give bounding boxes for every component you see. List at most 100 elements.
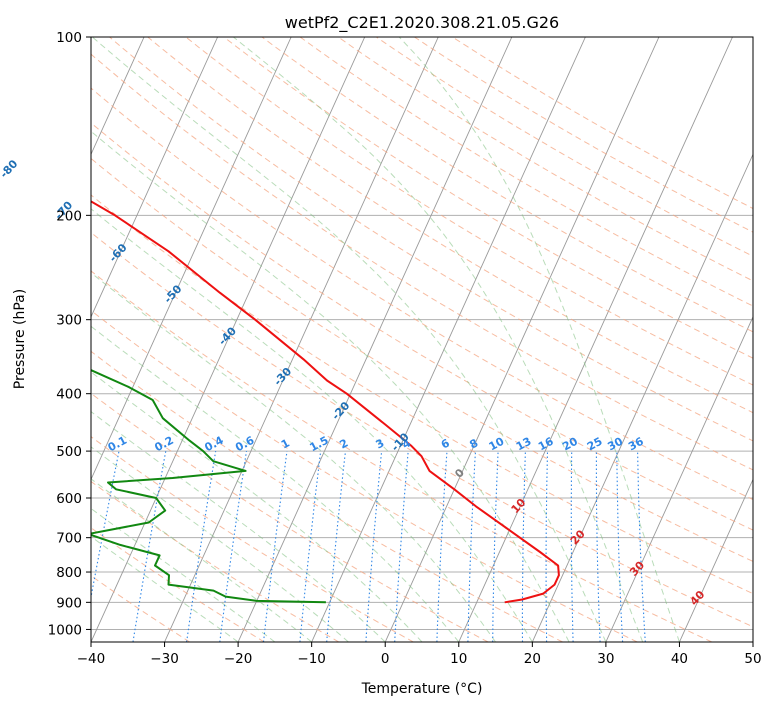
x-tick-label: −40 <box>77 651 106 667</box>
moist-adiabat-line <box>91 272 497 642</box>
y-axis-label: Pressure (hPa) <box>12 289 28 389</box>
moist-adiabat-line <box>91 208 533 642</box>
mixing-ratio-line <box>299 451 322 642</box>
mixing-ratio-line <box>545 451 549 642</box>
isotherm-line <box>0 37 71 642</box>
mixing-ratio-label: 6 <box>439 436 452 451</box>
moist-adiabat-line <box>91 130 570 642</box>
dry-adiabat-line <box>91 480 340 642</box>
mixing-ratio-label: 20 <box>560 435 580 454</box>
profile-lines <box>91 200 560 604</box>
isotherm-line <box>679 478 753 642</box>
isotherm-label: -50 <box>161 282 184 306</box>
y-tick-label: 300 <box>56 313 82 329</box>
y-tick-label: 400 <box>56 387 82 403</box>
mixing-ratio-label: 16 <box>536 435 556 454</box>
x-tick-label: 0 <box>381 651 390 667</box>
mixing-ratio-label: 36 <box>626 435 646 454</box>
isotherm-line <box>237 37 513 642</box>
y-tick-label: 1000 <box>48 622 82 638</box>
mixing-ratio-label: 3 <box>374 436 387 451</box>
mixing-ratio-line <box>365 451 383 642</box>
dry-adiabat-line <box>91 392 489 642</box>
mixing-ratio-line <box>570 451 574 642</box>
x-tick-label: −10 <box>297 651 326 667</box>
x-tick-label: −20 <box>224 651 253 667</box>
x-tick-label: 30 <box>597 651 614 667</box>
x-tick-label: 40 <box>671 651 688 667</box>
moist-adiabat-line <box>91 535 239 642</box>
isotherm-line <box>91 37 145 156</box>
isotherm-label: -40 <box>216 324 239 348</box>
isotherm-label: 40 <box>687 588 707 608</box>
dry-adiabat-line <box>91 231 753 628</box>
moist-adiabat-line <box>91 478 313 642</box>
mixing-ratio-line <box>262 451 288 642</box>
isotherm-label: -10 <box>389 430 412 454</box>
dry-adiabat-line <box>91 575 190 642</box>
mixing-ratio-line <box>637 451 646 642</box>
isotherm-label: -60 <box>107 241 130 265</box>
mixing-ratio-line <box>394 451 409 642</box>
dry-adiabat-line <box>91 122 753 531</box>
y-tick-label: 900 <box>56 595 82 611</box>
mixing-ratio-line <box>132 450 167 642</box>
background-lines <box>0 37 753 642</box>
isotherm-label: -30 <box>271 365 294 389</box>
mixing-ratio-label: 13 <box>514 435 534 454</box>
moist-adiabat-line <box>92 37 607 642</box>
isotherm-label: -80 <box>0 157 21 181</box>
mixing-ratio-line <box>219 451 248 642</box>
moist-adiabat-line <box>91 371 423 642</box>
x-tick-label: 50 <box>744 651 761 667</box>
dry-adiabat-line <box>91 436 414 642</box>
dewpoint-line <box>91 369 326 604</box>
dry-adiabat-line <box>261 37 753 333</box>
isotherm-line <box>91 37 292 481</box>
dry-adiabat-line <box>91 350 563 642</box>
dry-adiabat-line <box>337 37 753 282</box>
line-labels: 0.10.20.40.611.52346810131620253036-100-… <box>0 157 708 608</box>
dry-adiabat-line <box>91 194 753 595</box>
moist-adiabat-line <box>398 37 680 642</box>
x-tick-label: 20 <box>524 651 541 667</box>
isotherm-line <box>91 37 219 318</box>
moist-adiabat-line <box>233 37 644 642</box>
dry-adiabat-line <box>91 87 753 501</box>
x-tick-label: 10 <box>450 651 467 667</box>
mixing-ratio-line <box>326 451 347 642</box>
x-tick-label: −30 <box>150 651 179 667</box>
dry-adiabat-line <box>91 157 753 562</box>
y-tick-label: 200 <box>56 208 82 224</box>
dry-adiabat-line <box>91 270 713 642</box>
dry-adiabat-line <box>91 309 638 642</box>
dry-adiabat-line <box>452 37 753 210</box>
moist-adiabat-line <box>91 325 460 642</box>
x-axis-label: Temperature (°C) <box>361 681 483 697</box>
mixing-ratio-line <box>595 451 601 642</box>
isotherm-line <box>384 37 660 642</box>
y-tick-label: 500 <box>56 444 82 460</box>
isotherm-line <box>531 153 753 642</box>
isotherm-line <box>605 315 753 642</box>
dry-adiabat-line <box>147 37 753 414</box>
y-tick-label: 700 <box>56 531 82 547</box>
moist-adiabat-line <box>91 507 276 642</box>
mixing-ratio-line <box>492 451 499 642</box>
isotherm-label: 20 <box>568 527 588 547</box>
isotherm-line <box>458 37 733 642</box>
dry-adiabat-line <box>376 37 753 257</box>
dry-adiabat-line <box>91 53 753 471</box>
dry-adiabat-line <box>185 37 753 386</box>
dry-adiabat-line <box>223 37 753 359</box>
dry-adiabat-line <box>109 37 753 442</box>
mixing-ratio-label: 30 <box>605 435 625 454</box>
plot-frame <box>90 36 754 643</box>
mixing-ratio-label: 8 <box>467 436 480 451</box>
isotherm-label: 30 <box>627 558 647 578</box>
dry-adiabat-line <box>414 37 753 233</box>
isotherm-line <box>752 640 753 642</box>
temperature-line <box>91 200 560 604</box>
chart-title: wetPf2_C2E1.2020.308.21.05.G26 <box>285 13 559 33</box>
